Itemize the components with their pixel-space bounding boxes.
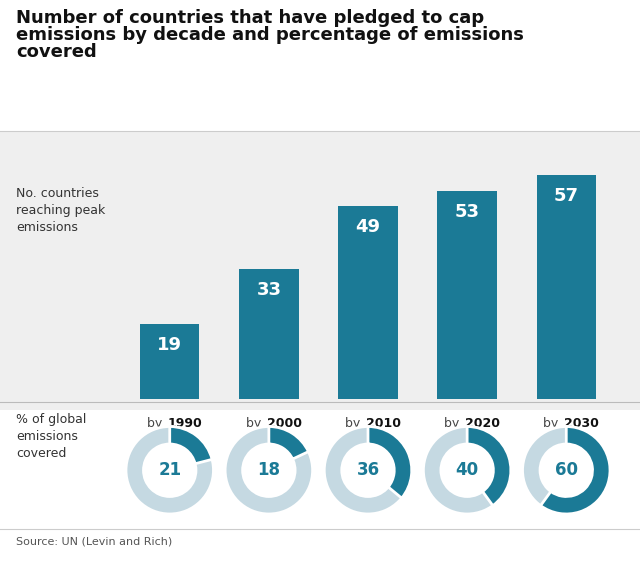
Text: BBC: BBC: [568, 544, 600, 556]
Circle shape: [243, 444, 295, 496]
Circle shape: [441, 444, 493, 496]
Wedge shape: [467, 426, 511, 506]
Text: 57: 57: [554, 187, 579, 205]
Bar: [536, 175, 596, 399]
Circle shape: [143, 444, 196, 496]
Text: by: by: [543, 417, 563, 430]
Circle shape: [342, 444, 394, 496]
Wedge shape: [368, 426, 412, 498]
Wedge shape: [324, 426, 412, 514]
Wedge shape: [225, 426, 312, 514]
Text: 36: 36: [356, 461, 380, 479]
Bar: [140, 324, 200, 399]
Text: 60: 60: [555, 461, 578, 479]
Bar: [339, 206, 397, 399]
Text: by: by: [147, 417, 166, 430]
Text: by: by: [345, 417, 364, 430]
Wedge shape: [522, 426, 610, 514]
Wedge shape: [126, 426, 214, 514]
Text: 2030: 2030: [564, 417, 599, 430]
Text: 18: 18: [257, 461, 280, 479]
Text: 1990: 1990: [168, 417, 202, 430]
Text: covered: covered: [16, 43, 97, 61]
Text: 33: 33: [257, 281, 282, 299]
Wedge shape: [269, 426, 308, 459]
Text: 2000: 2000: [267, 417, 302, 430]
Text: Number of countries that have pledged to cap: Number of countries that have pledged to…: [16, 9, 484, 27]
Text: 49: 49: [355, 218, 381, 236]
Text: 2010: 2010: [366, 417, 401, 430]
Wedge shape: [424, 426, 511, 514]
Text: 40: 40: [456, 461, 479, 479]
Bar: [239, 269, 299, 399]
Text: 21: 21: [158, 461, 181, 479]
Circle shape: [540, 444, 593, 496]
Text: emissions by decade and percentage of emissions: emissions by decade and percentage of em…: [16, 26, 524, 44]
Text: by: by: [444, 417, 463, 430]
Text: 19: 19: [157, 336, 182, 354]
Text: % of global
emissions
covered: % of global emissions covered: [16, 413, 86, 460]
Text: No. countries
reaching peak
emissions: No. countries reaching peak emissions: [16, 188, 105, 234]
Text: Source: UN (Levin and Rich): Source: UN (Levin and Rich): [16, 536, 172, 547]
Text: 53: 53: [454, 202, 479, 221]
Bar: [437, 191, 497, 399]
Wedge shape: [170, 426, 212, 464]
Wedge shape: [541, 426, 610, 514]
Text: 2020: 2020: [465, 417, 500, 430]
Text: by: by: [246, 417, 265, 430]
